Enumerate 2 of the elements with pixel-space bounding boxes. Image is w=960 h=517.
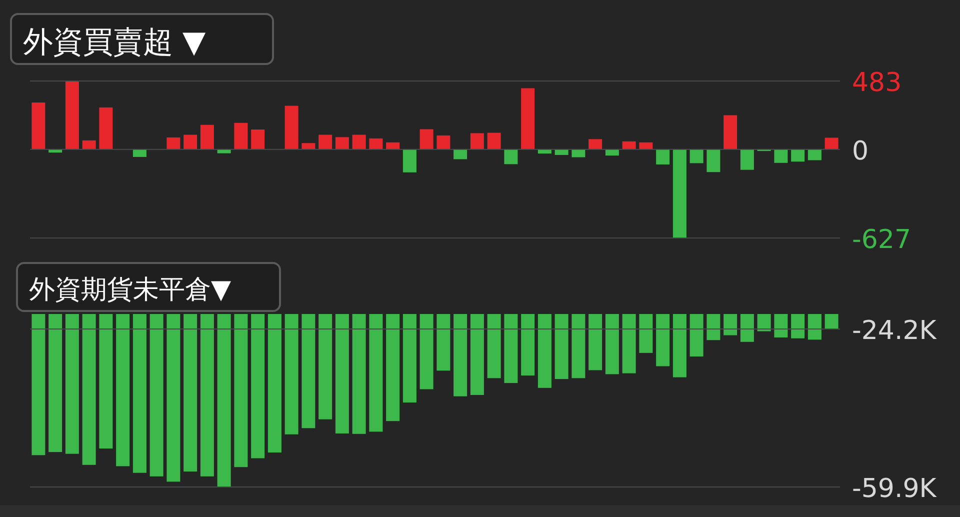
title: 外資期貨未平倉▼ — [29, 275, 231, 305]
title: 外資買賣超 ▼ — [23, 25, 206, 60]
